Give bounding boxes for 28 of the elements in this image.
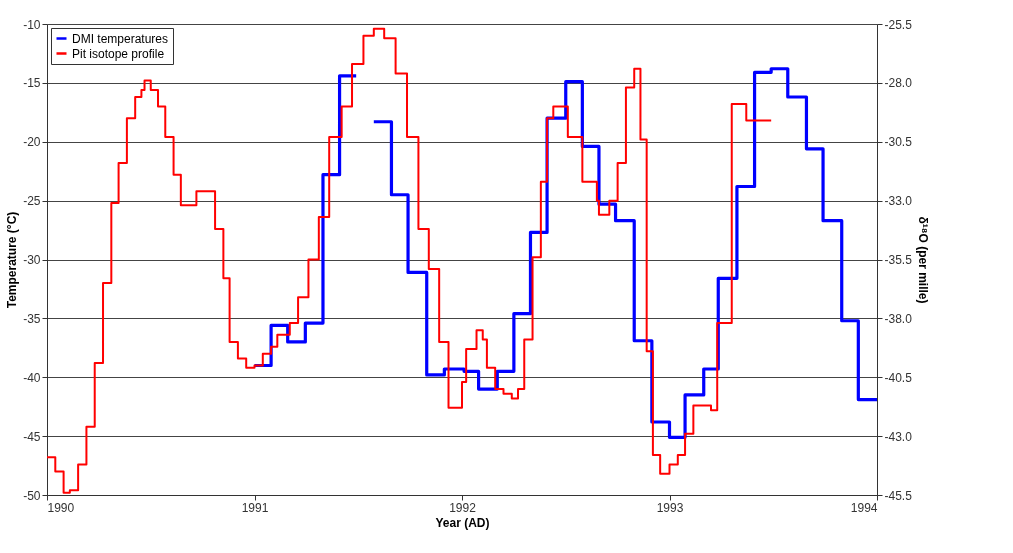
- x-tick-label: 1990: [47, 500, 75, 515]
- y-tick-label: -25: [23, 194, 41, 209]
- x-tick-label: 1992: [449, 500, 477, 515]
- y-tick-label: -30: [23, 253, 41, 267]
- legend-label: DMI temperatures: [72, 31, 169, 46]
- y2-tick-label: -40.5: [884, 370, 913, 385]
- y2-tick-label: -25.5: [884, 17, 913, 32]
- y2-tick-label: -45.5: [884, 488, 913, 503]
- y-tick-label: -10: [23, 17, 41, 32]
- y2-tick-label: -28.0: [884, 76, 913, 91]
- y2-tick-label: -43.0: [884, 429, 913, 444]
- x-axis-title: Year (AD): [435, 515, 490, 530]
- y2-tick-label: -33.0: [884, 194, 913, 209]
- y-tick-label: -35: [23, 311, 41, 326]
- legend-label: Pit isotope profile: [72, 46, 165, 61]
- y2-axis-title: δ¹⁸O (per mille): [915, 216, 930, 304]
- y-tick-label: -40: [23, 370, 41, 385]
- y2-tick-label: -30.5: [884, 135, 913, 150]
- y2-tick-label: -38.0: [884, 311, 913, 326]
- y-tick-label: -15: [23, 76, 41, 91]
- y2-tick-label: -35.5: [884, 253, 913, 267]
- x-tick-label: 1991: [241, 500, 269, 515]
- y-tick-label: -45: [23, 429, 41, 444]
- x-tick-label: 1994: [850, 500, 878, 515]
- y-tick-label: -20: [23, 135, 41, 150]
- x-tick-label: 1993: [656, 500, 684, 515]
- y-axis-title: Temperature (°C): [5, 211, 20, 309]
- y-tick-label: -50: [23, 488, 41, 503]
